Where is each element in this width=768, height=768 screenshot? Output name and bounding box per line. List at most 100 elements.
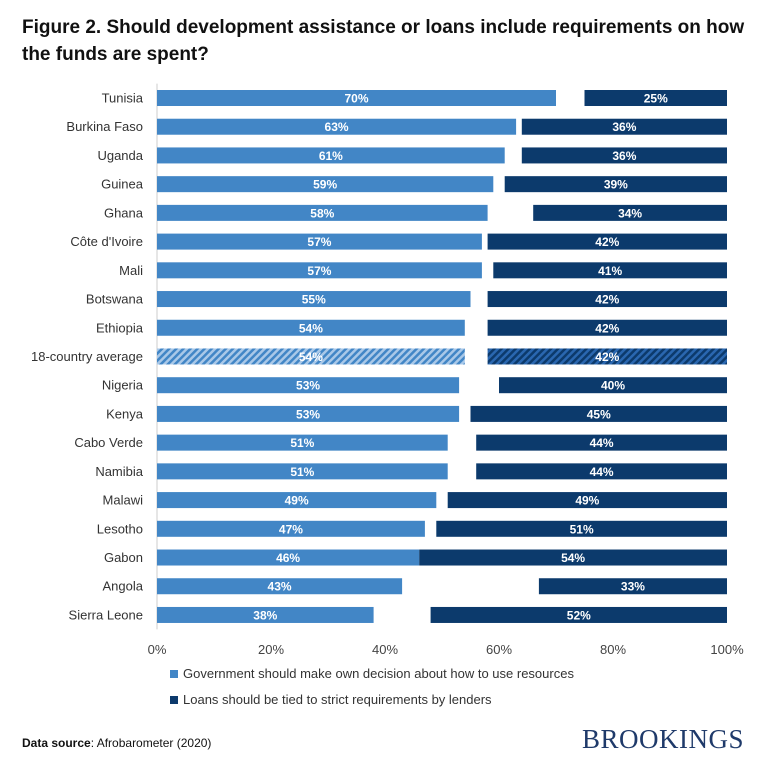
data-label: 42% [595,235,619,249]
bar-government [157,291,471,308]
category-label: Sierra Leone [69,607,143,622]
category-label: Ghana [104,205,144,220]
bar-loans [430,606,727,623]
data-label: 51% [570,522,594,536]
data-label: 51% [290,465,314,479]
data-label: 39% [604,178,628,192]
x-tick-label: 40% [372,642,398,657]
bar-loans [476,434,727,451]
bar-loans [493,262,727,279]
data-label: 70% [344,92,368,106]
data-label: 36% [612,120,636,134]
category-label: Lesotho [97,521,143,536]
data-label: 43% [268,580,292,594]
data-label: 38% [253,608,277,622]
data-label: 52% [567,608,591,622]
x-tick-label: 60% [486,642,512,657]
data-label: 45% [587,407,611,421]
bar-government [157,520,425,537]
category-label: Angola [103,579,144,594]
data-label: 44% [590,436,614,450]
bar-government [157,147,505,164]
bar-loans [487,319,727,336]
legend-label: Government should make own decision abou… [183,666,574,681]
bar-government [157,176,494,193]
category-label: Kenya [106,406,144,421]
category-label: Ethiopia [96,320,144,335]
data-label: 46% [276,551,300,565]
data-label: 47% [279,522,303,536]
bar-loans [538,578,727,595]
data-label: 42% [595,293,619,307]
bar-government [157,319,465,336]
data-label: 57% [307,235,331,249]
category-label: Uganda [97,148,143,163]
data-label: 55% [302,293,326,307]
bar-loans [470,405,727,422]
category-label: Nigeria [102,378,144,393]
data-label: 36% [612,149,636,163]
bar-government [157,262,482,279]
data-label: 42% [595,321,619,335]
data-source: Data source: Afrobarometer (2020) [22,736,211,750]
data-label: 53% [296,379,320,393]
bar-government [157,434,448,451]
bar-loans [476,463,727,480]
legend-label: Loans should be tied to strict requireme… [183,692,492,707]
category-label: Gabon [104,550,143,565]
data-label: 42% [595,350,619,364]
category-label: Mali [119,263,143,278]
data-label: 63% [325,120,349,134]
bar-government [157,549,420,566]
data-label: 58% [310,206,334,220]
category-label: Malawi [103,493,144,508]
source-text: : Afrobarometer (2020) [90,736,212,750]
source-label: Data source [22,736,91,750]
data-label: 54% [561,551,585,565]
data-label: 57% [307,264,331,278]
legend-item-loans: Loans should be tied to strict requireme… [170,692,492,707]
bar-loans [447,492,727,509]
bar-government [157,233,482,250]
category-label: Côte d'Ivoire [70,234,143,249]
category-label: Burkina Faso [66,119,143,134]
data-label: 61% [319,149,343,163]
data-label: 34% [618,206,642,220]
data-label: 54% [299,321,323,335]
bar-loans [521,118,727,135]
bar-loans [487,291,727,308]
bar-government [157,492,437,509]
data-label: 59% [313,178,337,192]
legend-swatch [170,695,178,704]
data-label: 49% [285,494,309,508]
bar-government [157,348,465,365]
bar-loans [419,549,727,566]
data-label: 33% [621,580,645,594]
bar-government [157,377,460,394]
bar-government [157,463,448,480]
data-label: 25% [644,92,668,106]
bar-loans [487,233,727,250]
x-tick-label: 0% [148,642,167,657]
bar-government [157,204,488,221]
bar-loans [499,377,727,394]
brookings-logo: BROOKINGS [581,724,744,754]
bar-loans [504,176,727,193]
data-label: 44% [590,465,614,479]
legend-swatch [170,669,178,678]
category-label: Tunisia [102,91,144,106]
data-label: 51% [290,436,314,450]
bar-government [157,578,403,595]
category-label: Botswana [86,292,144,307]
category-label: Namibia [95,464,143,479]
data-label: 41% [598,264,622,278]
data-label: 49% [575,494,599,508]
category-label: 18-country average [31,349,143,364]
x-tick-label: 80% [600,642,626,657]
chart-title: Figure 2. Should development assistance … [22,17,745,65]
bar-government [157,90,556,106]
bar-loans [584,90,727,106]
bar-government [157,118,517,135]
category-label: Guinea [101,177,144,192]
